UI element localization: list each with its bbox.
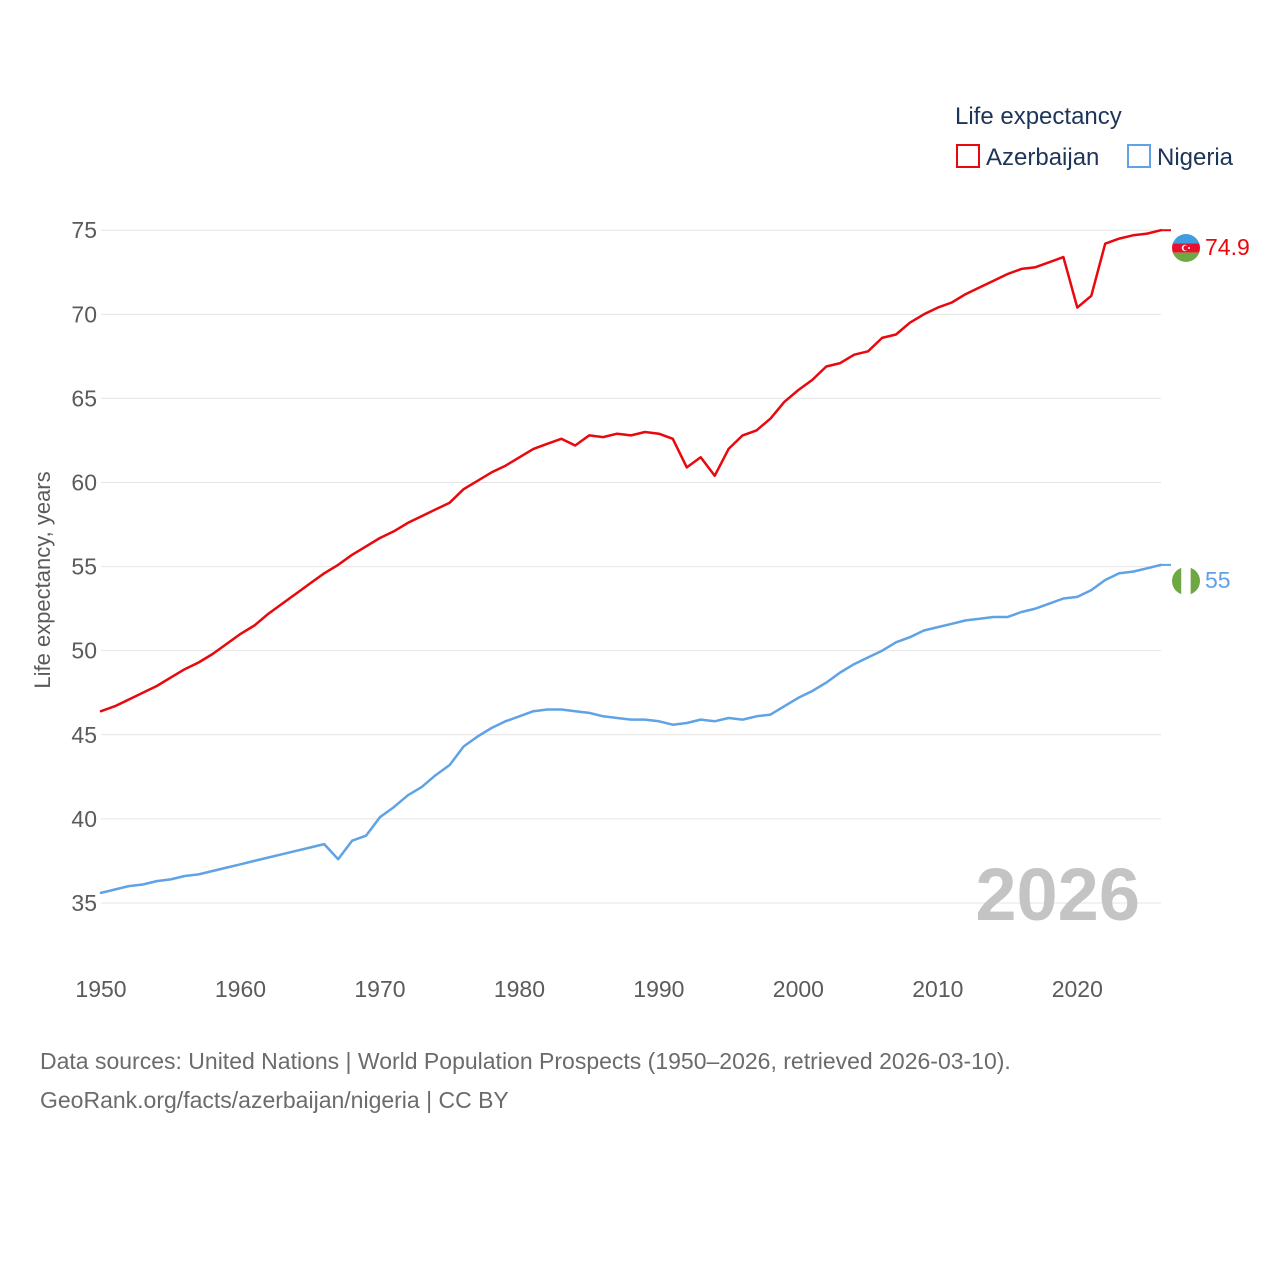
gridlines xyxy=(101,229,1161,904)
x-tick-label: 1960 xyxy=(215,976,266,1002)
x-tick-label: 1990 xyxy=(633,976,684,1002)
y-tick-label: 55 xyxy=(71,554,97,580)
y-tick-label: 45 xyxy=(71,722,97,748)
x-tick-label: 1980 xyxy=(494,976,545,1002)
legend-swatch-azerbaijan[interactable] xyxy=(956,144,980,168)
y-tick-label: 40 xyxy=(71,806,97,832)
attribution-line[interactable]: GeoRank.org/facts/azerbaijan/nigeria | C… xyxy=(40,1087,509,1113)
y-tick-label: 50 xyxy=(71,638,97,664)
y-tick-label: 65 xyxy=(71,385,97,411)
azerbaijan-flag-icon xyxy=(1172,234,1200,262)
data-sources: Data sources: United Nations | World Pop… xyxy=(40,1042,1240,1120)
x-tick-label: 2000 xyxy=(773,976,824,1002)
x-tick-label: 2020 xyxy=(1052,976,1103,1002)
x-tick-label: 2010 xyxy=(912,976,963,1002)
legend-title: Life expectancy xyxy=(955,103,1122,130)
y-tick-label: 70 xyxy=(71,301,97,327)
y-axis-title: Life expectancy, years xyxy=(30,471,55,688)
y-tick-label: 35 xyxy=(71,890,97,916)
series-line-azerbaijan[interactable] xyxy=(99,228,1163,713)
x-tick-label: 1950 xyxy=(75,976,126,1002)
y-tick-label: 75 xyxy=(71,217,97,243)
y-axis-ticks: 35 40 45 50 55 60 65 70 75 xyxy=(71,217,97,916)
legend: Life expectancy Azerbaijan Nigeria xyxy=(955,103,1234,171)
nigeria-flag-icon xyxy=(1172,567,1200,595)
end-label-azerbaijan: 74.9 xyxy=(1205,234,1250,260)
y-tick-label: 60 xyxy=(71,470,97,496)
legend-label-azerbaijan[interactable]: Azerbaijan xyxy=(986,144,1099,171)
sources-line: Data sources: United Nations | World Pop… xyxy=(40,1048,1011,1074)
series-line-nigeria[interactable] xyxy=(99,563,1163,895)
legend-label-nigeria[interactable]: Nigeria xyxy=(1157,144,1234,171)
x-axis-ticks: 1950 1960 1970 1980 1990 2000 2010 2020 xyxy=(75,976,1102,1002)
end-label-nigeria: 55 xyxy=(1205,567,1231,593)
year-watermark: 2026 xyxy=(975,853,1140,936)
legend-swatch-nigeria[interactable] xyxy=(1127,144,1151,168)
series-layer xyxy=(99,228,1171,895)
x-tick-label: 1970 xyxy=(354,976,405,1002)
